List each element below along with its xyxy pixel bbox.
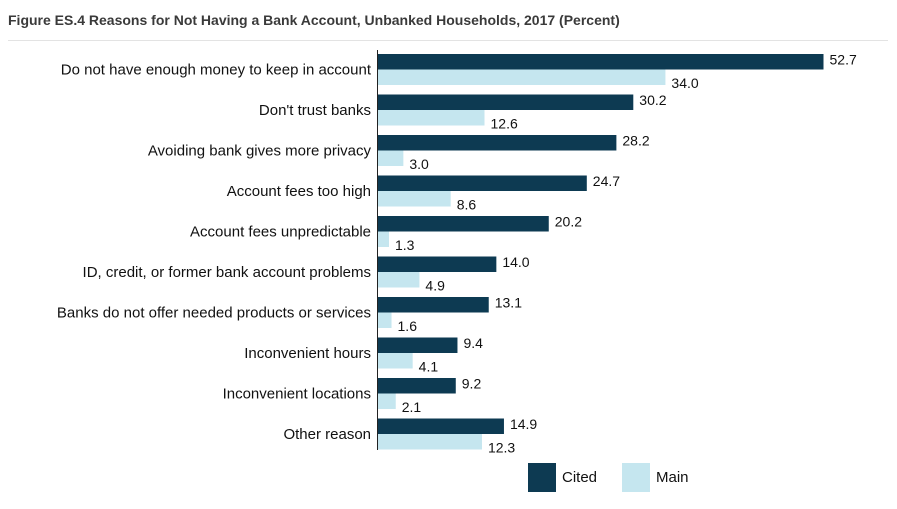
bar-main-inconvenient-locations [378, 393, 396, 409]
value-label-main-account-fees-too-high: 8.6 [457, 196, 477, 212]
category-label-avoiding-bank-gives-more-privacy: Avoiding bank gives more privacy [148, 142, 372, 159]
bar-cited-account-fees-too-high [378, 175, 587, 191]
category-label-other-reason: Other reason [283, 426, 371, 443]
value-label-main-other-reason: 12.3 [488, 439, 515, 455]
value-label-cited-account-fees-too-high: 24.7 [593, 173, 620, 189]
value-label-main-banks-do-not-offer-needed-products-or-services: 1.6 [398, 318, 418, 334]
category-label-id-credit-or-former-bank-account-problems: ID, credit, or former bank account probl… [83, 264, 371, 281]
chart-title: Figure ES.4 Reasons for Not Having a Ban… [8, 12, 620, 28]
legend-swatch-main [622, 463, 650, 492]
category-label-account-fees-unpredictable: Account fees unpredictable [190, 223, 371, 240]
bar-cited-account-fees-unpredictable [378, 216, 549, 232]
value-label-main-avoiding-bank-gives-more-privacy: 3.0 [409, 156, 429, 172]
bar-main-don-t-trust-banks [378, 110, 485, 126]
bar-cited-other-reason [378, 418, 504, 434]
value-label-main-don-t-trust-banks: 12.6 [491, 115, 518, 131]
category-labels-group: Do not have enough money to keep in acco… [57, 61, 372, 443]
bar-main-avoiding-bank-gives-more-privacy [378, 150, 404, 166]
legend: Cited Main [528, 463, 689, 492]
value-label-cited-inconvenient-locations: 9.2 [462, 375, 482, 391]
category-label-do-not-have-enough-money-to-keep-in-account: Do not have enough money to keep in acco… [61, 61, 372, 78]
value-label-cited-avoiding-bank-gives-more-privacy: 28.2 [622, 132, 649, 148]
bar-cited-avoiding-bank-gives-more-privacy [378, 135, 617, 151]
value-label-main-inconvenient-locations: 2.1 [402, 399, 422, 415]
bars-group [378, 54, 824, 450]
legend-swatch-cited [528, 463, 556, 492]
value-label-cited-other-reason: 14.9 [510, 416, 537, 432]
category-label-account-fees-too-high: Account fees too high [227, 183, 371, 200]
bar-main-do-not-have-enough-money-to-keep-in-account [378, 69, 666, 85]
value-label-cited-id-credit-or-former-bank-account-problems: 14.0 [502, 254, 529, 270]
bar-cited-id-credit-or-former-bank-account-problems [378, 256, 497, 272]
value-label-main-inconvenient-hours: 4.1 [419, 358, 439, 374]
category-label-don-t-trust-banks: Don't trust banks [259, 102, 371, 119]
bar-cited-do-not-have-enough-money-to-keep-in-account [378, 54, 824, 70]
value-label-main-account-fees-unpredictable: 1.3 [395, 237, 415, 253]
title-divider [8, 40, 888, 41]
bar-main-other-reason [378, 434, 482, 450]
legend-label-main: Main [656, 469, 689, 486]
value-label-cited-don-t-trust-banks: 30.2 [639, 92, 666, 108]
category-label-inconvenient-hours: Inconvenient hours [244, 345, 371, 362]
bar-main-account-fees-unpredictable [378, 231, 389, 247]
bar-main-id-credit-or-former-bank-account-problems [378, 272, 420, 288]
value-label-main-do-not-have-enough-money-to-keep-in-account: 34.0 [671, 75, 698, 91]
category-label-inconvenient-locations: Inconvenient locations [223, 385, 371, 402]
value-label-cited-do-not-have-enough-money-to-keep-in-account: 52.7 [830, 51, 857, 67]
value-label-main-id-credit-or-former-bank-account-problems: 4.9 [425, 277, 445, 293]
bar-cited-inconvenient-hours [378, 337, 458, 353]
legend-label-cited: Cited [562, 469, 597, 486]
bar-cited-inconvenient-locations [378, 378, 456, 394]
value-label-cited-banks-do-not-offer-needed-products-or-services: 13.1 [495, 294, 522, 310]
bar-cited-banks-do-not-offer-needed-products-or-services [378, 297, 489, 313]
bar-main-banks-do-not-offer-needed-products-or-services [378, 312, 392, 328]
bar-cited-don-t-trust-banks [378, 94, 634, 110]
bar-main-inconvenient-hours [378, 353, 413, 369]
value-labels-group: 52.7 34.0 30.2 12.6 28.2 3.0 24.7 8.6 20.2 1.3 14.… [395, 51, 857, 455]
bar-main-account-fees-too-high [378, 191, 451, 207]
value-label-cited-inconvenient-hours: 9.4 [463, 335, 483, 351]
value-label-cited-account-fees-unpredictable: 20.2 [555, 213, 582, 229]
category-label-banks-do-not-offer-needed-products-or-services: Banks do not offer needed products or se… [57, 304, 371, 321]
